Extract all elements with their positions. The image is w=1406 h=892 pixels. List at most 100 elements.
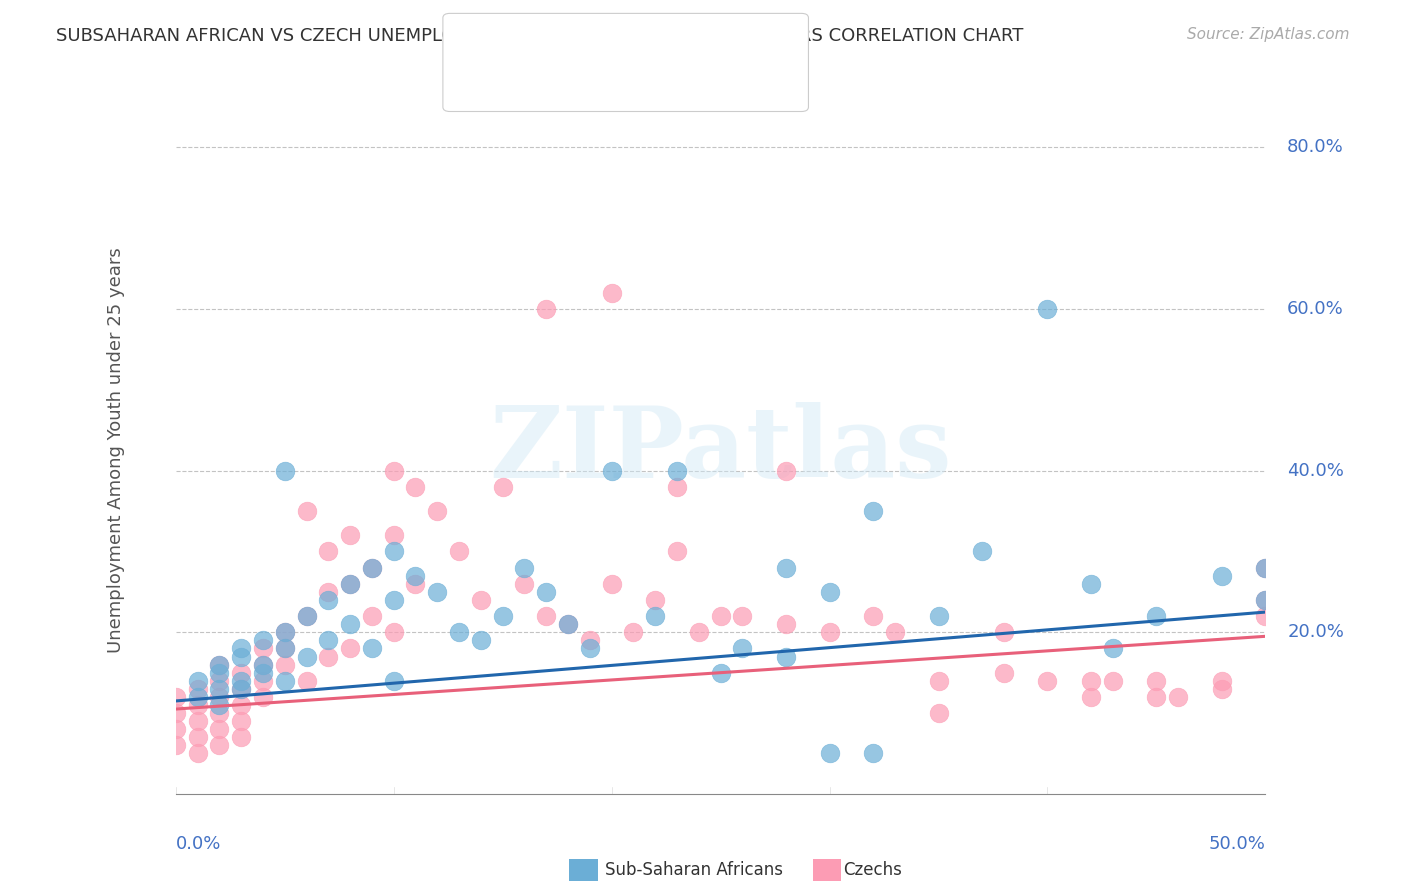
Point [339,617,361,632]
Point [1254,560,1277,574]
Point [318,585,340,599]
Point [339,641,361,656]
Point [862,504,884,518]
Point [731,609,754,624]
Point [1167,690,1189,704]
Point [231,714,253,728]
Point [339,576,361,591]
Point [231,649,253,664]
Point [970,544,993,558]
Point [274,625,297,640]
Point [600,576,623,591]
Point [928,706,950,720]
Point [775,560,797,574]
Point [165,706,187,720]
Point [318,649,340,664]
Point [382,593,405,607]
Point [382,464,405,478]
Point [252,657,274,672]
Point [447,625,470,640]
Point [405,480,427,494]
Point [557,617,579,632]
Point [534,585,557,599]
Point [1080,673,1102,688]
Text: 60.0%: 60.0% [1288,300,1344,318]
Point [928,609,950,624]
Point [360,560,382,574]
Point [426,504,449,518]
Point [208,739,231,753]
Point [186,673,209,688]
Text: ZIPatlas: ZIPatlas [489,402,952,499]
Point [274,641,297,656]
Point [644,609,666,624]
Point [360,641,382,656]
Point [1254,593,1277,607]
Point [621,625,644,640]
Point [557,617,579,632]
Point [1144,609,1167,624]
Point [600,464,623,478]
Point [252,690,274,704]
Point [208,681,231,696]
Point [426,585,449,599]
Point [513,560,536,574]
Point [666,544,689,558]
Point [274,464,297,478]
Point [208,706,231,720]
Point [274,625,297,640]
Point [252,641,274,656]
Point [1211,681,1233,696]
Point [231,641,253,656]
Point [295,609,318,624]
Point [818,585,841,599]
Point [295,649,318,664]
Point [579,641,602,656]
Point [339,528,361,542]
Point [231,681,253,696]
Point [382,544,405,558]
Point [1036,673,1059,688]
Point [382,673,405,688]
Point [165,690,187,704]
Point [1211,568,1233,582]
Point [600,285,623,300]
Point [1254,609,1277,624]
Point [1080,576,1102,591]
Point [208,723,231,737]
Text: 20.0%: 20.0% [1288,624,1344,641]
Point [208,690,231,704]
Point [231,681,253,696]
Point [492,480,515,494]
Point [862,609,884,624]
Point [231,731,253,745]
Point [470,633,492,648]
Point [252,657,274,672]
Point [186,690,209,704]
Point [731,641,754,656]
Point [252,673,274,688]
Point [382,625,405,640]
Text: Sub-Saharan Africans: Sub-Saharan Africans [605,861,783,879]
Text: R = 0.209   N = 82: R = 0.209 N = 82 [512,80,682,98]
Point [534,609,557,624]
Point [274,657,297,672]
Point [1254,593,1277,607]
Point [534,301,557,316]
Text: 50.0%: 50.0% [1209,835,1265,853]
Point [382,528,405,542]
Point [165,723,187,737]
Point [405,568,427,582]
Point [1211,673,1233,688]
Point [666,464,689,478]
Point [405,576,427,591]
Point [513,576,536,591]
Point [231,665,253,680]
Point [775,649,797,664]
Point [274,641,297,656]
Point [1102,641,1125,656]
Point [688,625,710,640]
Point [884,625,907,640]
Text: R = 0.302   N = 57: R = 0.302 N = 57 [512,43,682,61]
Point [775,464,797,478]
